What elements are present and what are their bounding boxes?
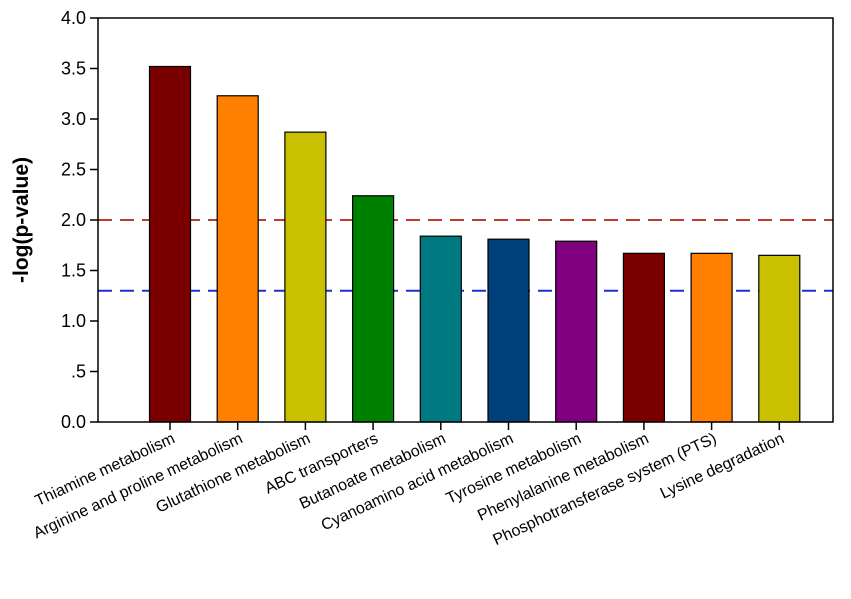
bar: [487, 238, 530, 423]
bar: [148, 65, 192, 423]
bar: [622, 252, 666, 423]
bars: [148, 65, 801, 423]
y-tick-label: 3.5: [61, 59, 86, 79]
plot-frame: [97, 17, 834, 423]
bar: [555, 240, 598, 423]
y-tick-label: 1.5: [61, 261, 86, 281]
bar: [419, 235, 462, 423]
y-tick-label: 0.0: [61, 412, 86, 432]
y-tick-label: 4.0: [61, 8, 86, 28]
y-tick-label: 3.0: [61, 109, 86, 129]
y-axis-ticks: 0.0 .5 1.0 1.5 2.0 2.5 3.0 3.5 4.0: [61, 8, 98, 432]
bar: [216, 95, 259, 423]
y-tick-label: 2.5: [61, 160, 86, 180]
bar: [690, 252, 733, 423]
bar: [758, 254, 801, 423]
y-axis-title: -log(p-value): [10, 157, 33, 283]
y-tick-label: .5: [71, 362, 86, 382]
bar: [352, 195, 395, 423]
x-tick-label: Lysine degradation: [658, 430, 787, 502]
bar: [284, 131, 327, 423]
y-tick-label: 2.0: [61, 210, 86, 230]
y-tick-label: 1.0: [61, 311, 86, 331]
